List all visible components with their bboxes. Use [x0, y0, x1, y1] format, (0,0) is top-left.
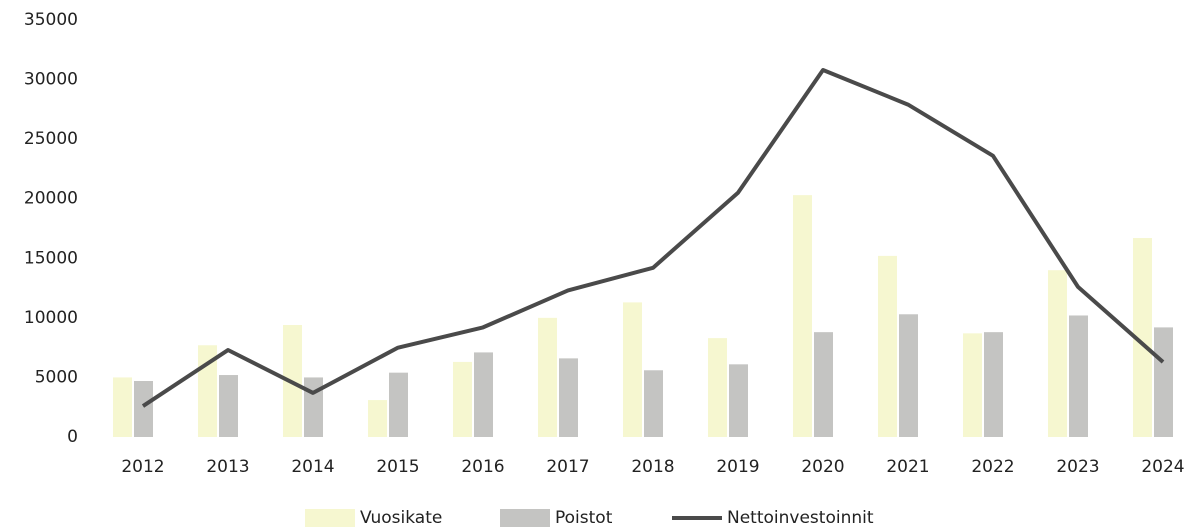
bar [1069, 315, 1088, 437]
x-tick-label: 2014 [291, 457, 334, 477]
bar [453, 361, 472, 437]
y-tick-label: 5000 [35, 367, 78, 387]
bar [1154, 327, 1173, 437]
x-tick-label: 2017 [546, 457, 589, 477]
y-tick-label: 35000 [24, 10, 78, 30]
bar [559, 358, 578, 437]
bar [389, 372, 408, 437]
legend-label: Nettoinvestoinnit [727, 508, 874, 528]
y-tick-label: 10000 [24, 308, 78, 328]
x-tick-label: 2015 [376, 457, 419, 477]
x-tick-label: 2022 [971, 457, 1014, 477]
bar [1133, 238, 1152, 437]
bar [304, 377, 323, 437]
x-tick-label: 2019 [716, 457, 759, 477]
bar [729, 364, 748, 437]
bar [113, 377, 132, 437]
x-tick-label: 2018 [631, 457, 674, 477]
bar [963, 333, 982, 437]
x-tick-label: 2021 [886, 457, 929, 477]
bar [878, 255, 897, 437]
legend-label: Vuosikate [360, 508, 442, 528]
x-tick-label: 2024 [1141, 457, 1184, 477]
x-tick-label: 2013 [206, 457, 249, 477]
bar [644, 370, 663, 437]
bar [708, 338, 727, 437]
bar [134, 381, 153, 437]
bar [623, 302, 642, 437]
bar [474, 352, 493, 437]
x-tick-label: 2016 [461, 457, 504, 477]
legend-swatch [500, 509, 550, 527]
y-tick-label: 15000 [24, 248, 78, 268]
x-tick-label: 2020 [801, 457, 844, 477]
bar [368, 400, 387, 437]
y-tick-label: 0 [67, 427, 78, 447]
y-tick-label: 20000 [24, 189, 78, 209]
legend-swatch [305, 509, 355, 527]
line [141, 68, 1165, 408]
y-tick-label: 25000 [24, 129, 78, 149]
bar [899, 314, 918, 437]
y-tick-label: 30000 [24, 70, 78, 90]
bar [793, 195, 812, 437]
bar [538, 317, 557, 437]
legend-label: Poistot [555, 508, 613, 528]
bar [219, 375, 238, 437]
bar [814, 332, 833, 437]
bar [984, 332, 1003, 437]
bar [1048, 270, 1067, 437]
x-tick-label: 2023 [1056, 457, 1099, 477]
x-tick-label: 2012 [121, 457, 164, 477]
